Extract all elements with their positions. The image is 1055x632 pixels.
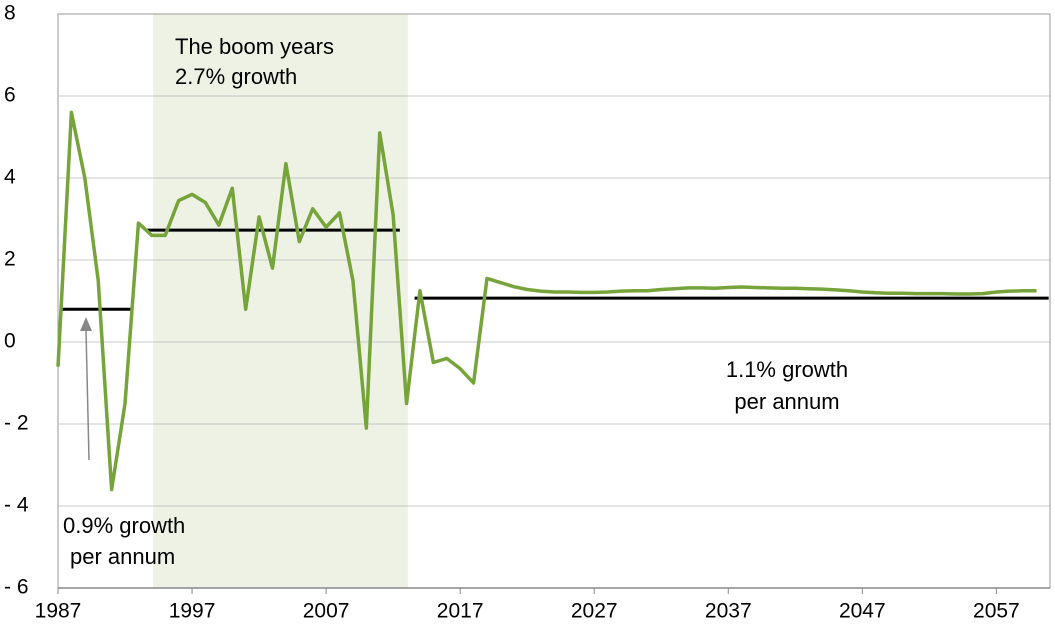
y-tick-label: - 4 xyxy=(4,494,29,517)
y-tick-label: 8 xyxy=(4,2,16,25)
annotation: 1.1% growth xyxy=(726,357,848,382)
y-tick-label: - 6 xyxy=(4,576,29,599)
shaded-region xyxy=(153,14,408,588)
annotation: The boom years xyxy=(175,34,334,59)
data-line xyxy=(56,110,1037,492)
y-tick-label: 6 xyxy=(4,84,16,107)
y-tick-label: 2 xyxy=(4,248,16,271)
annotation: 0.9% growth xyxy=(63,513,185,538)
y-tick-label: 4 xyxy=(4,166,16,189)
x-tick-label: 1997 xyxy=(169,600,216,623)
x-tick-label: 2027 xyxy=(571,600,618,623)
annotation: per annum xyxy=(70,544,175,569)
x-tick-label: 1987 xyxy=(35,600,82,623)
annotation: per annum xyxy=(734,389,839,414)
y-tick-label: 0 xyxy=(4,330,16,353)
x-tick-label: 2037 xyxy=(705,600,752,623)
arrow-shaft xyxy=(85,329,90,461)
x-tick-label: 2057 xyxy=(973,600,1020,623)
y-tick-label: - 2 xyxy=(4,412,29,435)
x-tick-label: 2047 xyxy=(839,600,886,623)
x-tick-label: 2007 xyxy=(303,600,350,623)
annotation: 2.7% growth xyxy=(175,64,297,89)
arrow-head xyxy=(80,317,92,331)
x-tick-label: 2017 xyxy=(437,600,484,623)
